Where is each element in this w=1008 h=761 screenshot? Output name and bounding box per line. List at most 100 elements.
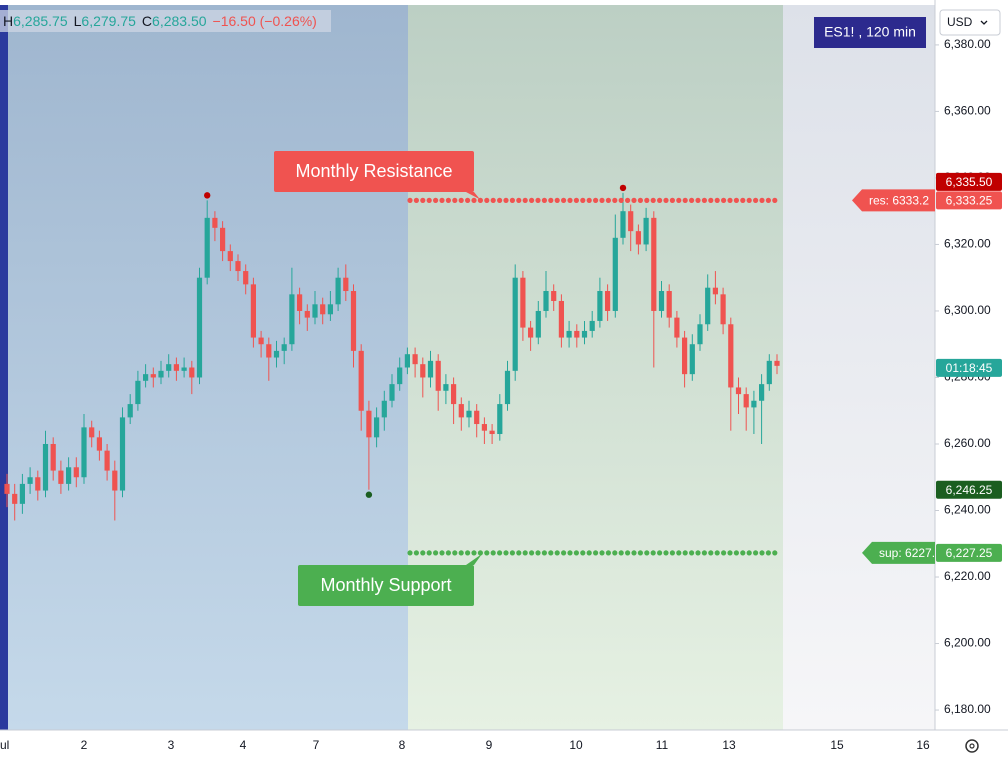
candle-body: [574, 330, 580, 338]
y-tick-label: 6,180.00: [944, 702, 991, 716]
time-axis: [0, 730, 1008, 761]
candle-body: [289, 294, 295, 345]
candle-body: [304, 310, 310, 318]
x-tick-label: 3: [168, 738, 175, 752]
level-dot: [772, 550, 778, 556]
candle-body: [327, 304, 333, 315]
price-badge: [936, 172, 1002, 191]
candle-body: [520, 277, 526, 328]
candle-body: [89, 427, 95, 438]
candle-body: [774, 360, 780, 366]
x-tick-label: 2: [81, 738, 88, 752]
price-badge-text: 6,246.25: [946, 483, 993, 497]
level-dot: [631, 550, 637, 556]
level-dot: [452, 550, 458, 556]
level-dot: [644, 550, 650, 556]
candle-body: [481, 424, 487, 431]
candle-body: [474, 410, 480, 425]
candle-body: [212, 217, 218, 228]
y-tick-label: 6,300.00: [944, 303, 991, 317]
level-dot: [548, 550, 554, 556]
extreme-marker: [204, 192, 211, 199]
currency-select[interactable]: [939, 9, 1001, 36]
candle-body: [42, 443, 49, 491]
level-dot: [733, 197, 740, 203]
candle-body: [697, 324, 703, 345]
level-dot: [522, 550, 528, 556]
level-dot: [772, 197, 778, 203]
extreme-marker: [619, 184, 627, 192]
c-key: C: [142, 13, 152, 29]
level-dot: [439, 550, 445, 556]
price-badge: [936, 191, 1002, 210]
level-dot: [676, 550, 682, 556]
settings-icon[interactable]: [965, 739, 979, 753]
level-dot: [439, 197, 445, 203]
level-dot: [567, 197, 573, 203]
level-dot: [605, 197, 612, 203]
candle-body: [258, 337, 264, 345]
level-tag-text: res: 6333.2: [869, 194, 929, 208]
level-tag: [852, 189, 935, 212]
price-axis: [935, 0, 1008, 761]
level-dot: [490, 550, 496, 556]
level-dot: [727, 550, 733, 556]
level-dot: [644, 197, 650, 203]
candle-body: [135, 380, 141, 405]
l-value: 6,279.75: [81, 13, 136, 29]
level-dot: [580, 550, 586, 556]
level-dot: [433, 197, 439, 203]
x-tick-label: 8: [399, 738, 406, 752]
candle-body: [27, 477, 33, 484]
level-dot: [759, 550, 765, 556]
level-dot: [445, 197, 451, 203]
currency: USD: [947, 15, 973, 29]
level-dot: [701, 197, 708, 203]
level-dot: [477, 550, 483, 556]
candle-body: [35, 477, 41, 491]
candle-body: [250, 284, 256, 338]
y-tick-label: 6,260.00: [944, 436, 991, 450]
level-dot: [689, 550, 695, 556]
level-dot: [650, 197, 656, 203]
candle-body: [512, 277, 518, 371]
level-dot: [586, 550, 592, 556]
candle-body: [735, 387, 742, 395]
candle-body: [220, 227, 226, 252]
level-dot: [541, 197, 548, 203]
level-dot: [733, 550, 740, 556]
level-dot: [612, 550, 618, 556]
zone-blue: [0, 5, 408, 730]
x-tick-label: 4: [240, 738, 247, 752]
level-dot: [573, 550, 580, 556]
candle-body: [389, 384, 395, 401]
price-badge: [936, 480, 1002, 499]
candle-body: [443, 384, 449, 391]
level-dot: [573, 197, 580, 203]
level-dot: [509, 197, 515, 203]
candle-body: [458, 404, 464, 418]
x-tick-label: 7: [313, 738, 320, 752]
extreme-marker: [365, 491, 373, 498]
level-dot: [580, 197, 586, 203]
level-dot: [669, 197, 676, 203]
level-dot: [605, 550, 612, 556]
level-dot: [682, 550, 688, 556]
level-dot: [753, 550, 759, 556]
candle-body: [759, 384, 765, 401]
candle-body: [73, 467, 79, 478]
candle-body: [404, 354, 410, 368]
level-dot: [708, 197, 714, 203]
x-tick-label: ul: [0, 738, 9, 752]
candle-body: [4, 483, 10, 494]
level-dot: [541, 550, 548, 556]
level-dot: [484, 197, 490, 203]
candle-body: [658, 291, 665, 311]
level-dot: [407, 550, 413, 556]
level-dot: [420, 550, 426, 556]
candle-body: [589, 320, 595, 331]
candle-body: [620, 211, 626, 238]
candle-body: [381, 400, 387, 418]
level-dot: [458, 550, 464, 556]
level-dot: [657, 550, 663, 556]
